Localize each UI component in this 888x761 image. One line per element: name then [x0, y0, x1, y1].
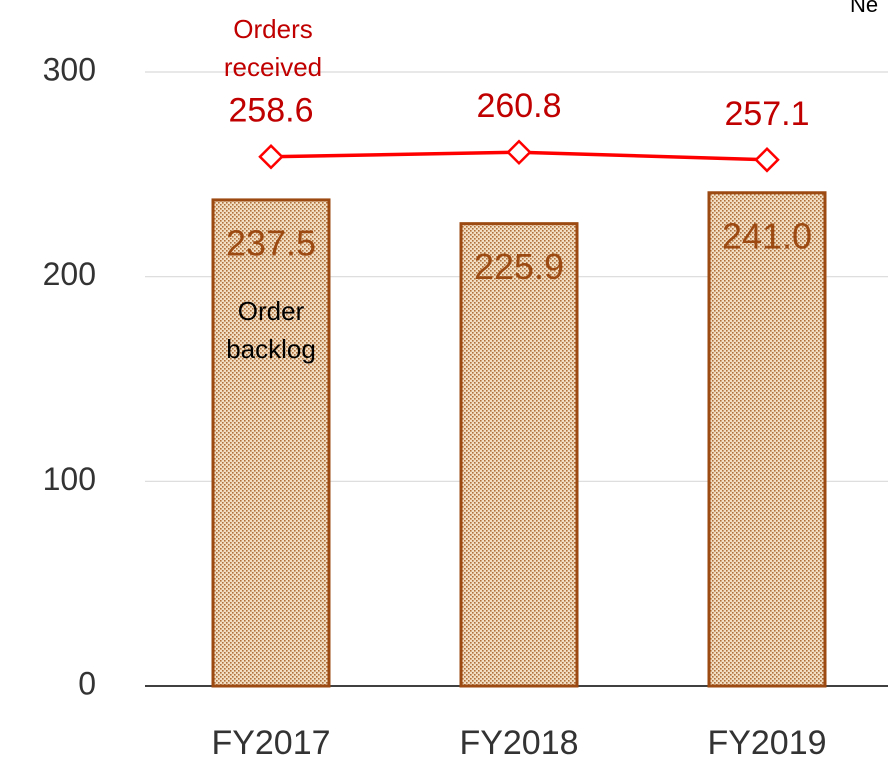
- y-tick-label: 200: [43, 256, 96, 292]
- y-tick-label: 0: [78, 665, 96, 701]
- data-label: 260.8: [476, 87, 561, 125]
- x-tick-label: FY2019: [707, 724, 826, 761]
- annotation: Ne: [850, 0, 878, 17]
- marker: [258, 143, 284, 170]
- x-tick-label: FY2017: [211, 724, 330, 761]
- bar: [459, 222, 579, 688]
- y-tick-label: 100: [43, 461, 96, 497]
- x-tick-label: FY2018: [459, 724, 578, 761]
- marker: [506, 139, 532, 165]
- bar: [211, 198, 331, 688]
- data-label: 225.9: [474, 246, 564, 287]
- data-label: 241.0: [722, 215, 812, 256]
- series-label: Order backlog: [226, 296, 316, 364]
- y-tick-label: 300: [43, 51, 96, 87]
- bar: [707, 191, 827, 688]
- series-label: Orders received: [223, 14, 323, 82]
- data-label: 257.1: [724, 95, 809, 133]
- marker: [754, 147, 780, 173]
- data-label: 237.5: [226, 222, 316, 263]
- data-label: 258.6: [228, 92, 313, 130]
